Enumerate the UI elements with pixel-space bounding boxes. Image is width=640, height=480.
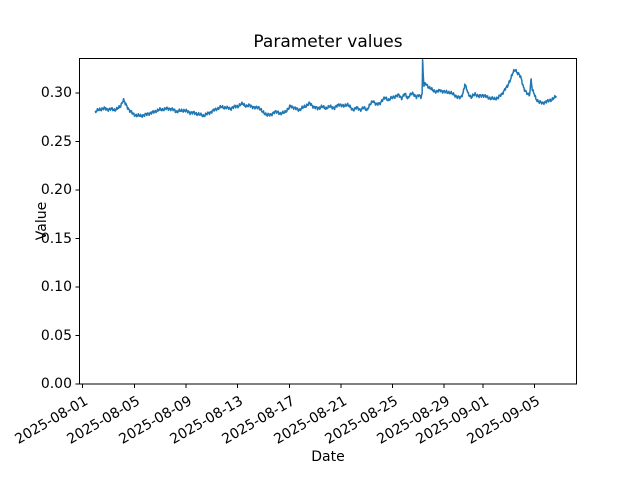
axes-frame — [79, 58, 577, 385]
y-tick-label: 0.15 — [40, 230, 72, 247]
y-tick-marks — [75, 92, 80, 385]
series-line — [94, 59, 557, 118]
chart-title: Parameter values — [253, 32, 403, 52]
y-tick-label: 0.30 — [40, 85, 72, 102]
x-tick-marks — [82, 384, 535, 388]
y-tick-label: 0.20 — [40, 182, 72, 199]
x-axis-label: Date — [311, 449, 345, 465]
y-tick-label: 0.00 — [40, 376, 72, 392]
y-tick-label: 0.05 — [40, 327, 72, 344]
y-tick-label: 0.25 — [40, 133, 72, 150]
y-tick-label: 0.10 — [40, 279, 72, 296]
